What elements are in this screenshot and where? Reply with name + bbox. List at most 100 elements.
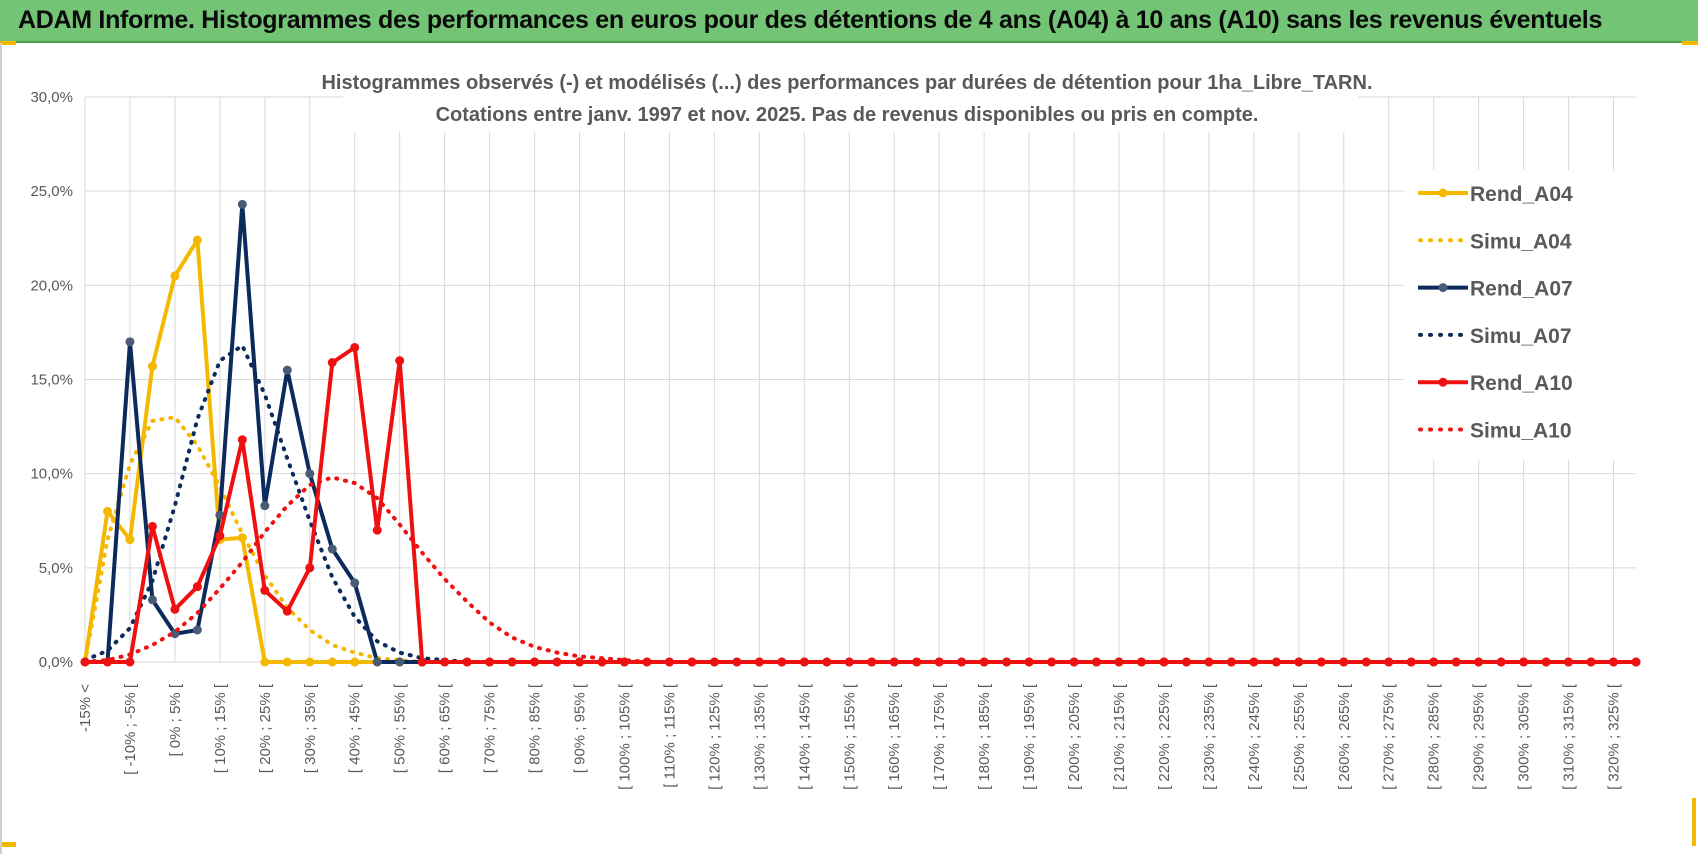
- legend-item: Rend_A10: [1418, 372, 1573, 395]
- data-point: [192, 582, 202, 592]
- data-point: [237, 435, 247, 445]
- data-point: [1474, 657, 1484, 667]
- y-tick-label: 10,0%: [30, 466, 73, 483]
- data-point: [170, 604, 180, 614]
- data-point: [1519, 657, 1529, 667]
- x-tick-label: [ 110% ; 115% [: [661, 683, 678, 788]
- data-point: [485, 657, 495, 667]
- y-tick-label: 5,0%: [39, 560, 73, 577]
- data-point: [170, 271, 180, 281]
- data-point: [1384, 657, 1394, 667]
- legend-label: Simu_A10: [1470, 420, 1572, 443]
- legend-item: Simu_A04: [1418, 230, 1572, 253]
- data-point: [979, 657, 989, 667]
- y-axis-tick-labels: 0,0% 5,0% 10,0% 15,0% 20,0% 25,0% 30,0%: [30, 89, 73, 671]
- data-point: [282, 365, 292, 375]
- data-point: [147, 361, 157, 371]
- x-axis-tick-labels: -15% < [ -10% ; -5% [[ 0% ; 5% [[ 10% ; 1…: [77, 683, 1623, 790]
- y-tick-label: 0,0%: [39, 654, 73, 671]
- chart-frame: [0, 43, 1698, 854]
- legend-item: Rend_A07: [1418, 278, 1573, 301]
- data-point: [305, 563, 315, 573]
- data-point: [125, 657, 135, 667]
- legend-item: Simu_A10: [1418, 420, 1572, 443]
- x-tick-label: [ 180% ; 185% [: [976, 683, 993, 790]
- x-tick-label: [ 90% ; 95% [: [572, 683, 589, 773]
- legend-marker: [1438, 377, 1448, 387]
- data-point: [1069, 657, 1079, 667]
- data-point: [1024, 657, 1034, 667]
- data-point: [125, 535, 135, 545]
- data-point: [260, 657, 270, 667]
- chart-title-box: [343, 62, 1358, 132]
- x-tick-label: [ 30% ; 35% [: [302, 683, 319, 773]
- x-tick-label: [ 50% ; 55% [: [392, 683, 409, 773]
- data-point: [350, 342, 360, 352]
- data-point: [440, 657, 450, 667]
- data-point: [350, 657, 360, 667]
- legend: Rend_A04 Simu_A04 Rend_A07 Simu_A07 Rend_A10…: [1404, 170, 1640, 460]
- data-point: [1114, 657, 1124, 667]
- x-tick-label: [ 140% ; 145% [: [796, 683, 813, 790]
- x-tick-label: [ 290% ; 295% [: [1471, 683, 1488, 790]
- data-point: [260, 585, 270, 595]
- data-point: [1204, 657, 1214, 667]
- data-point: [664, 657, 674, 667]
- data-point: [192, 625, 202, 635]
- data-point: [844, 657, 854, 667]
- data-point: [1294, 657, 1304, 667]
- data-point: [1429, 657, 1439, 667]
- x-tick-label: [ 60% ; 65% [: [437, 683, 454, 773]
- series-line: [85, 202, 1636, 664]
- data-point: [934, 657, 944, 667]
- data-point: [372, 657, 382, 667]
- x-tick-label: [ 80% ; 85% [: [527, 683, 544, 773]
- chart-title-line: Cotations entre janv. 1997 et nov. 2025.…: [436, 104, 1259, 126]
- data-point: [597, 657, 607, 667]
- x-tick-label: [ 230% ; 235% [: [1201, 683, 1218, 790]
- horizontal-gridlines: [85, 96, 1636, 663]
- x-tick-label: -15% <: [77, 684, 94, 732]
- legend-label: Rend_A04: [1470, 183, 1573, 206]
- x-tick-label: [ 270% ; 275% [: [1381, 683, 1398, 790]
- series-lines: [80, 199, 1641, 667]
- x-tick-label: [ 200% ; 205% [: [1066, 683, 1083, 790]
- x-tick-label: [ 160% ; 165% [: [886, 683, 903, 790]
- data-point: [237, 199, 247, 209]
- corner-marker-top-left: [0, 41, 16, 45]
- x-tick-label: [ 210% ; 215% [: [1111, 683, 1128, 790]
- data-point: [1564, 657, 1574, 667]
- data-point: [1159, 657, 1169, 667]
- x-tick-label: [ 260% ; 265% [: [1336, 683, 1353, 790]
- x-tick-label: [ 220% ; 225% [: [1156, 683, 1173, 790]
- data-point: [462, 657, 472, 667]
- data-point: [1609, 657, 1619, 667]
- data-point: [372, 525, 382, 535]
- data-point: [305, 657, 315, 667]
- x-tick-label: [ 0% ; 5% [: [167, 683, 184, 756]
- data-point: [327, 358, 337, 368]
- x-tick-label: [ 250% ; 255% [: [1291, 683, 1308, 790]
- corner-marker-top-right: [1682, 41, 1698, 45]
- data-point: [799, 657, 809, 667]
- data-point: [125, 337, 135, 347]
- x-tick-label: [ 70% ; 75% [: [482, 683, 499, 773]
- data-point: [147, 521, 157, 531]
- x-tick-label: [ 130% ; 135% [: [751, 683, 768, 790]
- data-point: [282, 657, 292, 667]
- data-point: [305, 469, 315, 479]
- vertical-gridlines: [84, 97, 1615, 662]
- series-line: [83, 238, 1636, 664]
- series-simu-a10: [83, 475, 1638, 664]
- data-point: [575, 657, 585, 667]
- data-point: [507, 657, 517, 667]
- chart-title-background: [343, 62, 1358, 132]
- data-point: [395, 356, 405, 366]
- x-tick-label: [ 190% ; 195% [: [1021, 683, 1038, 790]
- title-banner: ADAM Informe. Histogrammes des performan…: [0, 0, 1698, 43]
- data-point: [102, 506, 112, 516]
- data-point: [192, 235, 202, 245]
- data-point: [350, 578, 360, 588]
- data-point: [889, 657, 899, 667]
